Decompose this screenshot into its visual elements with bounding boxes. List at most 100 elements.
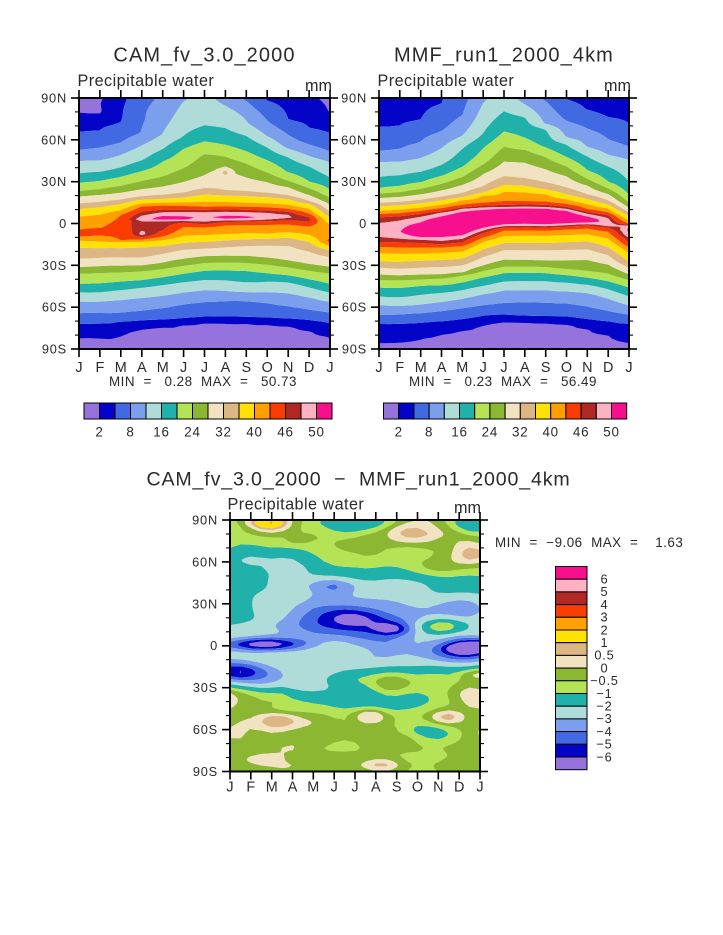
svg-text:MMF_run1_2000_4km: MMF_run1_2000_4km: [394, 45, 614, 67]
svg-text:A: A: [288, 780, 298, 796]
svg-text:8: 8: [126, 425, 134, 440]
svg-text:O: O: [561, 360, 572, 376]
svg-text:M: M: [456, 360, 468, 376]
svg-text:50: 50: [308, 425, 325, 440]
svg-text:−1: −1: [596, 686, 612, 701]
svg-text:30N: 30N: [341, 174, 367, 189]
svg-text:−6: −6: [596, 749, 612, 764]
svg-text:90S: 90S: [342, 342, 367, 357]
svg-text:60S: 60S: [193, 722, 218, 737]
svg-text:4: 4: [601, 597, 609, 612]
svg-text:24: 24: [482, 425, 499, 440]
svg-text:M: M: [415, 360, 427, 376]
svg-text:30N: 30N: [192, 596, 218, 611]
svg-text:S: S: [541, 360, 551, 376]
svg-text:A: A: [371, 780, 381, 796]
svg-text:0: 0: [601, 660, 609, 675]
svg-text:90N: 90N: [341, 91, 367, 106]
svg-text:CAM_fv_3.0_2000: CAM_fv_3.0_2000: [113, 45, 295, 67]
svg-text:Precipitable water: Precipitable water: [228, 496, 365, 514]
svg-text:J: J: [375, 360, 382, 376]
svg-text:A: A: [221, 360, 231, 376]
svg-text:30S: 30S: [42, 258, 67, 273]
svg-text:O: O: [412, 780, 423, 796]
svg-text:30S: 30S: [342, 258, 367, 273]
svg-text:MIN = 0.28 MAX = 50.73: MIN = 0.28 MAX = 50.73: [109, 374, 297, 389]
svg-text:90S: 90S: [42, 342, 67, 357]
svg-text:60S: 60S: [342, 300, 367, 315]
svg-text:0.5: 0.5: [594, 648, 614, 663]
svg-text:J: J: [500, 360, 507, 376]
svg-text:D: D: [304, 360, 314, 376]
svg-text:J: J: [625, 360, 632, 376]
svg-text:S: S: [392, 780, 402, 796]
svg-text:A: A: [437, 360, 447, 376]
svg-text:60N: 60N: [192, 554, 218, 569]
svg-text:S: S: [241, 360, 251, 376]
svg-text:40: 40: [246, 425, 263, 440]
svg-text:A: A: [520, 360, 530, 376]
svg-text:0: 0: [59, 216, 67, 231]
svg-text:1: 1: [601, 635, 609, 650]
svg-text:3: 3: [601, 610, 609, 625]
svg-text:J: J: [75, 360, 82, 376]
svg-text:MIN = 0.23 MAX = 56.49: MIN = 0.23 MAX = 56.49: [409, 374, 597, 389]
svg-text:16: 16: [153, 425, 170, 440]
svg-text:M: M: [307, 780, 319, 796]
svg-text:M: M: [266, 780, 278, 796]
svg-text:−5: −5: [596, 737, 612, 752]
svg-text:−2: −2: [596, 699, 612, 714]
svg-text:J: J: [476, 780, 483, 796]
svg-text:32: 32: [215, 425, 232, 440]
svg-text:J: J: [201, 360, 208, 376]
svg-text:46: 46: [277, 425, 294, 440]
svg-text:−0.5: −0.5: [590, 673, 618, 688]
svg-text:2: 2: [395, 425, 403, 440]
svg-text:A: A: [137, 360, 147, 376]
svg-text:2: 2: [601, 622, 609, 637]
svg-text:CAM_fv_3.0_2000 − MMF_run1_2: CAM_fv_3.0_2000 − MMF_run1_2000_4km: [146, 469, 570, 491]
svg-text:0: 0: [359, 216, 367, 231]
svg-text:60N: 60N: [341, 132, 367, 147]
svg-text:F: F: [96, 360, 105, 376]
svg-text:N: N: [582, 360, 592, 376]
svg-text:0: 0: [210, 638, 218, 653]
svg-text:J: J: [180, 360, 187, 376]
svg-text:J: J: [326, 360, 333, 376]
svg-text:16: 16: [451, 425, 468, 440]
svg-text:6: 6: [601, 572, 609, 587]
svg-text:D: D: [454, 780, 464, 796]
svg-text:J: J: [331, 780, 338, 796]
svg-text:Precipitable water: Precipitable water: [78, 72, 215, 90]
svg-text:M: M: [157, 360, 169, 376]
svg-text:J: J: [480, 360, 487, 376]
svg-text:mm: mm: [604, 77, 631, 95]
svg-text:2: 2: [95, 425, 103, 440]
svg-text:60S: 60S: [42, 300, 67, 315]
svg-text:30S: 30S: [193, 680, 218, 695]
svg-text:mm: mm: [454, 499, 481, 517]
svg-text:60N: 60N: [41, 132, 67, 147]
svg-text:90S: 90S: [193, 764, 218, 779]
svg-text:24: 24: [184, 425, 201, 440]
svg-text:40: 40: [542, 425, 559, 440]
svg-text:−4: −4: [596, 724, 612, 739]
svg-text:90N: 90N: [192, 513, 218, 528]
svg-text:M: M: [115, 360, 127, 376]
svg-text:50: 50: [603, 425, 620, 440]
svg-text:N: N: [433, 780, 443, 796]
svg-text:mm: mm: [305, 77, 332, 95]
svg-text:F: F: [246, 780, 255, 796]
svg-text:−3: −3: [596, 711, 612, 726]
svg-text:8: 8: [425, 425, 433, 440]
svg-text:MIN = −9.06 MAX = 1.63: MIN = −9.06 MAX = 1.63: [495, 535, 683, 550]
svg-text:N: N: [283, 360, 293, 376]
svg-text:O: O: [262, 360, 273, 376]
svg-text:D: D: [603, 360, 613, 376]
svg-text:5: 5: [601, 584, 609, 599]
svg-text:Precipitable water: Precipitable water: [378, 72, 515, 90]
svg-text:30N: 30N: [41, 174, 67, 189]
svg-text:32: 32: [512, 425, 529, 440]
svg-text:46: 46: [573, 425, 590, 440]
svg-text:J: J: [226, 780, 233, 796]
